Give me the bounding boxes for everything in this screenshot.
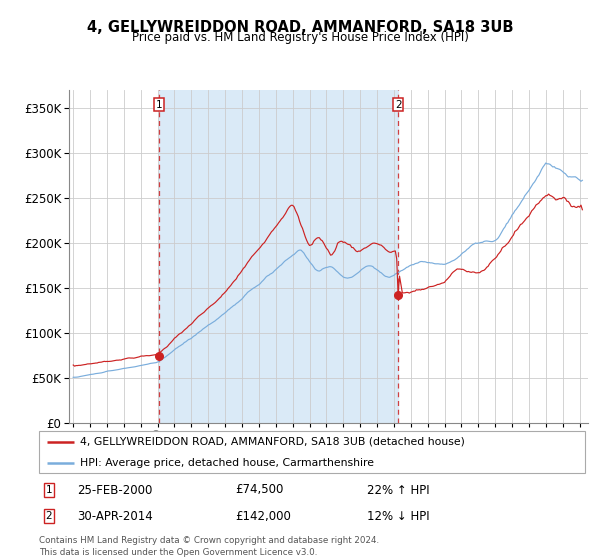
Text: Price paid vs. HM Land Registry's House Price Index (HPI): Price paid vs. HM Land Registry's House … [131,31,469,44]
Text: 12% ↓ HPI: 12% ↓ HPI [367,510,429,523]
Text: 2: 2 [46,511,52,521]
FancyBboxPatch shape [39,431,585,473]
Text: 4, GELLYWREIDDON ROAD, AMMANFORD, SA18 3UB (detached house): 4, GELLYWREIDDON ROAD, AMMANFORD, SA18 3… [80,437,465,447]
Text: 30-APR-2014: 30-APR-2014 [77,510,153,523]
Text: 22% ↑ HPI: 22% ↑ HPI [367,483,429,497]
Text: £142,000: £142,000 [236,510,292,523]
Text: 1: 1 [156,100,163,110]
Text: 4, GELLYWREIDDON ROAD, AMMANFORD, SA18 3UB: 4, GELLYWREIDDON ROAD, AMMANFORD, SA18 3… [87,20,513,35]
Bar [159,90,398,423]
Text: 2: 2 [395,100,401,110]
Text: £74,500: £74,500 [236,483,284,497]
Text: HPI: Average price, detached house, Carmarthenshire: HPI: Average price, detached house, Carm… [80,458,374,468]
Text: 25-FEB-2000: 25-FEB-2000 [77,483,152,497]
Text: Contains HM Land Registry data © Crown copyright and database right 2024.
This d: Contains HM Land Registry data © Crown c… [39,536,379,557]
Text: 1: 1 [46,485,52,495]
